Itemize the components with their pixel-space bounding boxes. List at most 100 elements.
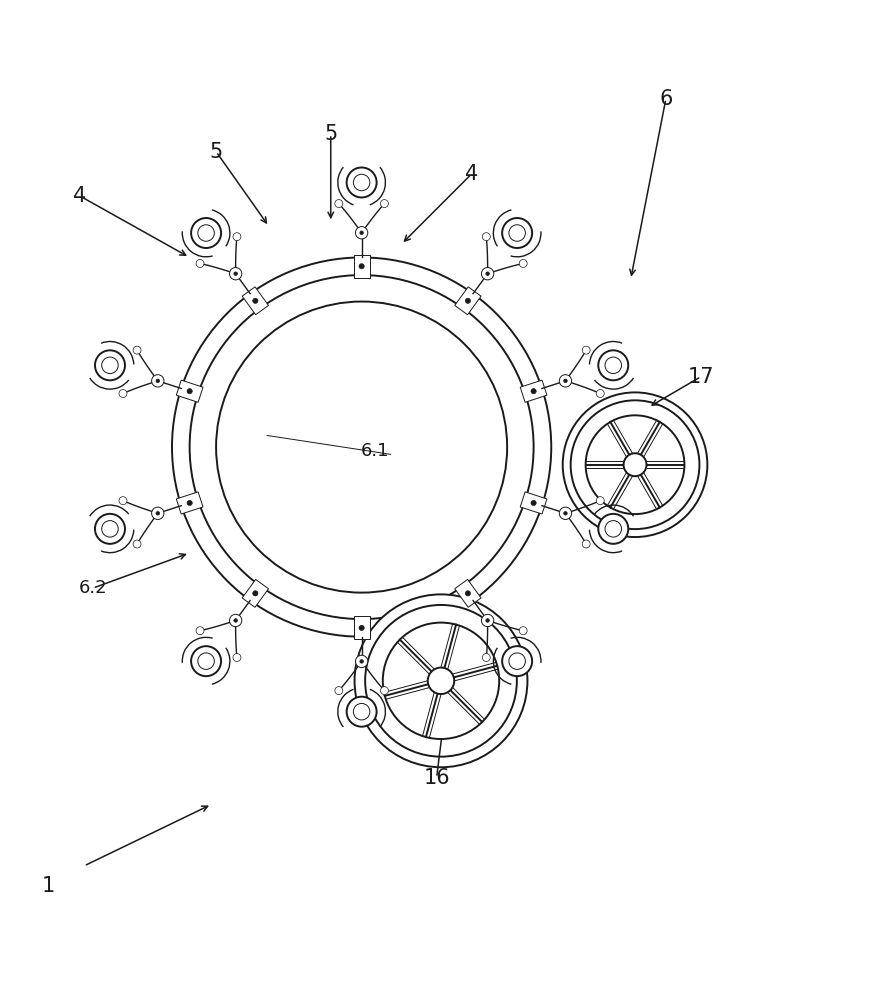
Circle shape <box>519 627 527 635</box>
Circle shape <box>559 507 572 519</box>
Circle shape <box>596 390 604 397</box>
Circle shape <box>156 379 160 383</box>
Circle shape <box>354 703 370 720</box>
Circle shape <box>233 233 241 241</box>
Circle shape <box>359 625 364 631</box>
Circle shape <box>383 623 499 739</box>
Circle shape <box>354 174 370 191</box>
Circle shape <box>95 514 125 544</box>
Circle shape <box>596 497 604 505</box>
Circle shape <box>482 614 494 627</box>
Circle shape <box>531 500 536 506</box>
Polygon shape <box>243 579 268 607</box>
Circle shape <box>571 400 699 529</box>
Circle shape <box>347 167 377 197</box>
Circle shape <box>465 591 470 596</box>
Circle shape <box>482 233 490 241</box>
Circle shape <box>531 389 536 394</box>
Text: 4: 4 <box>72 186 86 206</box>
Circle shape <box>198 225 214 241</box>
Circle shape <box>486 272 490 275</box>
Circle shape <box>152 507 164 519</box>
Circle shape <box>502 646 532 676</box>
Circle shape <box>598 350 628 380</box>
Circle shape <box>355 594 527 767</box>
Circle shape <box>119 497 127 505</box>
Circle shape <box>191 646 221 676</box>
Text: 4: 4 <box>465 164 479 184</box>
Circle shape <box>465 298 470 303</box>
Circle shape <box>253 591 258 596</box>
Circle shape <box>133 346 141 354</box>
Circle shape <box>233 654 241 661</box>
Circle shape <box>191 218 221 248</box>
Circle shape <box>234 272 237 275</box>
Circle shape <box>564 379 567 383</box>
Circle shape <box>380 687 388 695</box>
Polygon shape <box>520 380 547 402</box>
Circle shape <box>133 540 141 548</box>
Circle shape <box>360 231 363 235</box>
Polygon shape <box>354 616 370 639</box>
Circle shape <box>229 268 242 280</box>
Circle shape <box>216 302 507 593</box>
Circle shape <box>335 687 343 695</box>
Circle shape <box>509 225 526 241</box>
Circle shape <box>586 415 684 514</box>
Circle shape <box>101 521 118 537</box>
Polygon shape <box>176 380 203 402</box>
Polygon shape <box>455 579 481 607</box>
Circle shape <box>360 660 363 663</box>
Circle shape <box>253 298 258 303</box>
Circle shape <box>355 227 368 239</box>
Text: 6.2: 6.2 <box>78 579 107 597</box>
Circle shape <box>234 619 237 622</box>
Circle shape <box>582 540 590 548</box>
Circle shape <box>101 357 118 374</box>
Circle shape <box>563 392 707 537</box>
Circle shape <box>605 521 622 537</box>
Circle shape <box>564 512 567 515</box>
Text: 5: 5 <box>209 142 223 162</box>
Circle shape <box>365 605 517 757</box>
Polygon shape <box>354 255 370 278</box>
Polygon shape <box>455 287 481 315</box>
Circle shape <box>152 375 164 387</box>
Polygon shape <box>520 492 547 514</box>
Circle shape <box>482 654 490 661</box>
Circle shape <box>559 375 572 387</box>
Circle shape <box>335 200 343 208</box>
Circle shape <box>95 350 125 380</box>
Circle shape <box>229 614 242 627</box>
Circle shape <box>190 275 534 619</box>
Circle shape <box>172 257 551 637</box>
Text: 6.1: 6.1 <box>361 442 389 460</box>
Text: 5: 5 <box>324 124 338 144</box>
Circle shape <box>355 655 368 668</box>
Circle shape <box>347 697 377 727</box>
Circle shape <box>196 260 204 267</box>
Circle shape <box>198 653 214 669</box>
Circle shape <box>519 260 527 267</box>
Text: 1: 1 <box>41 876 56 896</box>
Circle shape <box>502 218 532 248</box>
Text: 16: 16 <box>423 768 450 788</box>
Circle shape <box>582 346 590 354</box>
Circle shape <box>359 264 364 269</box>
Circle shape <box>486 619 490 622</box>
Circle shape <box>598 514 628 544</box>
Circle shape <box>428 668 454 694</box>
Circle shape <box>119 390 127 397</box>
Circle shape <box>380 200 388 208</box>
Circle shape <box>605 357 622 374</box>
Circle shape <box>187 389 192 394</box>
Circle shape <box>482 268 494 280</box>
Text: 17: 17 <box>688 367 714 387</box>
Text: 6: 6 <box>659 89 673 109</box>
Circle shape <box>187 500 192 506</box>
Polygon shape <box>243 287 268 315</box>
Circle shape <box>196 627 204 635</box>
Circle shape <box>509 653 526 669</box>
Circle shape <box>624 453 647 476</box>
Circle shape <box>156 512 160 515</box>
